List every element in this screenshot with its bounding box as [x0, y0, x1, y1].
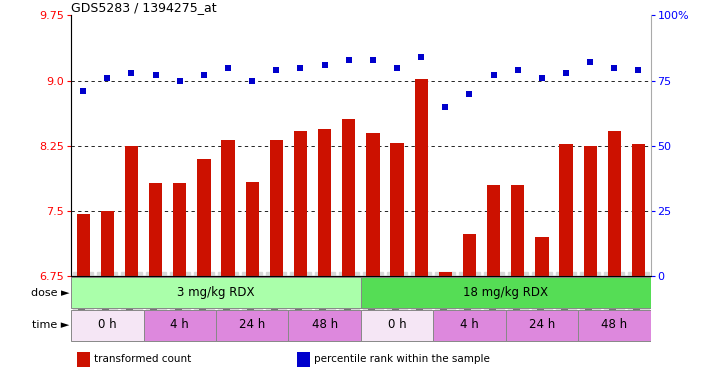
Bar [77, 214, 90, 276]
Text: 48 h: 48 h [602, 318, 627, 331]
Bar [487, 185, 501, 276]
Bar [216, 310, 289, 341]
Text: time ►: time ► [33, 320, 70, 331]
Bar [318, 129, 331, 276]
Bar [560, 144, 572, 276]
Text: 24 h: 24 h [529, 318, 555, 331]
Bar [632, 144, 645, 276]
Bar [144, 310, 216, 341]
Bar [390, 143, 404, 276]
Point [488, 72, 499, 78]
Bar [197, 159, 210, 276]
Bar [289, 310, 361, 341]
Bar [360, 277, 651, 308]
Point [512, 67, 523, 73]
Point [609, 65, 620, 71]
Bar [125, 146, 138, 276]
Point [415, 54, 427, 60]
Bar [71, 310, 144, 341]
Bar [71, 277, 361, 308]
Text: 48 h: 48 h [311, 318, 338, 331]
Point [126, 70, 137, 76]
Bar [342, 119, 356, 276]
Bar [77, 352, 90, 367]
Point [150, 72, 161, 78]
Point [295, 65, 306, 71]
Text: 4 h: 4 h [460, 318, 479, 331]
Text: GDS5283 / 1394275_at: GDS5283 / 1394275_at [71, 1, 217, 14]
Point [584, 59, 596, 65]
Bar [245, 182, 259, 276]
Bar [584, 146, 597, 276]
Bar [173, 183, 186, 276]
Point [536, 75, 547, 81]
Text: dose ►: dose ► [31, 288, 70, 298]
Bar [297, 352, 310, 367]
Bar [101, 211, 114, 276]
Text: 3 mg/kg RDX: 3 mg/kg RDX [177, 286, 255, 299]
Point [102, 75, 113, 81]
Point [464, 91, 475, 97]
Bar [433, 310, 506, 341]
Bar [608, 131, 621, 276]
Point [633, 67, 644, 73]
Bar [463, 234, 476, 276]
Point [319, 62, 331, 68]
Bar [578, 310, 651, 341]
Text: 0 h: 0 h [98, 318, 117, 331]
Text: percentile rank within the sample: percentile rank within the sample [314, 354, 491, 364]
Point [77, 88, 89, 94]
Bar [269, 140, 283, 276]
Bar [511, 185, 525, 276]
Text: 18 mg/kg RDX: 18 mg/kg RDX [463, 286, 548, 299]
Point [391, 65, 402, 71]
Bar [360, 310, 433, 341]
Point [439, 104, 451, 110]
Point [198, 72, 210, 78]
Bar [366, 133, 380, 276]
Text: 4 h: 4 h [171, 318, 189, 331]
Bar [149, 183, 162, 276]
Point [367, 57, 378, 63]
Bar [221, 140, 235, 276]
Bar [506, 310, 578, 341]
Point [343, 57, 355, 63]
Point [223, 65, 234, 71]
Point [271, 67, 282, 73]
Point [247, 78, 258, 84]
Bar [415, 79, 428, 276]
Bar [439, 272, 452, 276]
Text: 0 h: 0 h [387, 318, 407, 331]
Bar [294, 131, 307, 276]
Text: 24 h: 24 h [239, 318, 265, 331]
Bar [535, 237, 549, 276]
Point [174, 78, 186, 84]
Text: transformed count: transformed count [95, 354, 191, 364]
Point [560, 70, 572, 76]
